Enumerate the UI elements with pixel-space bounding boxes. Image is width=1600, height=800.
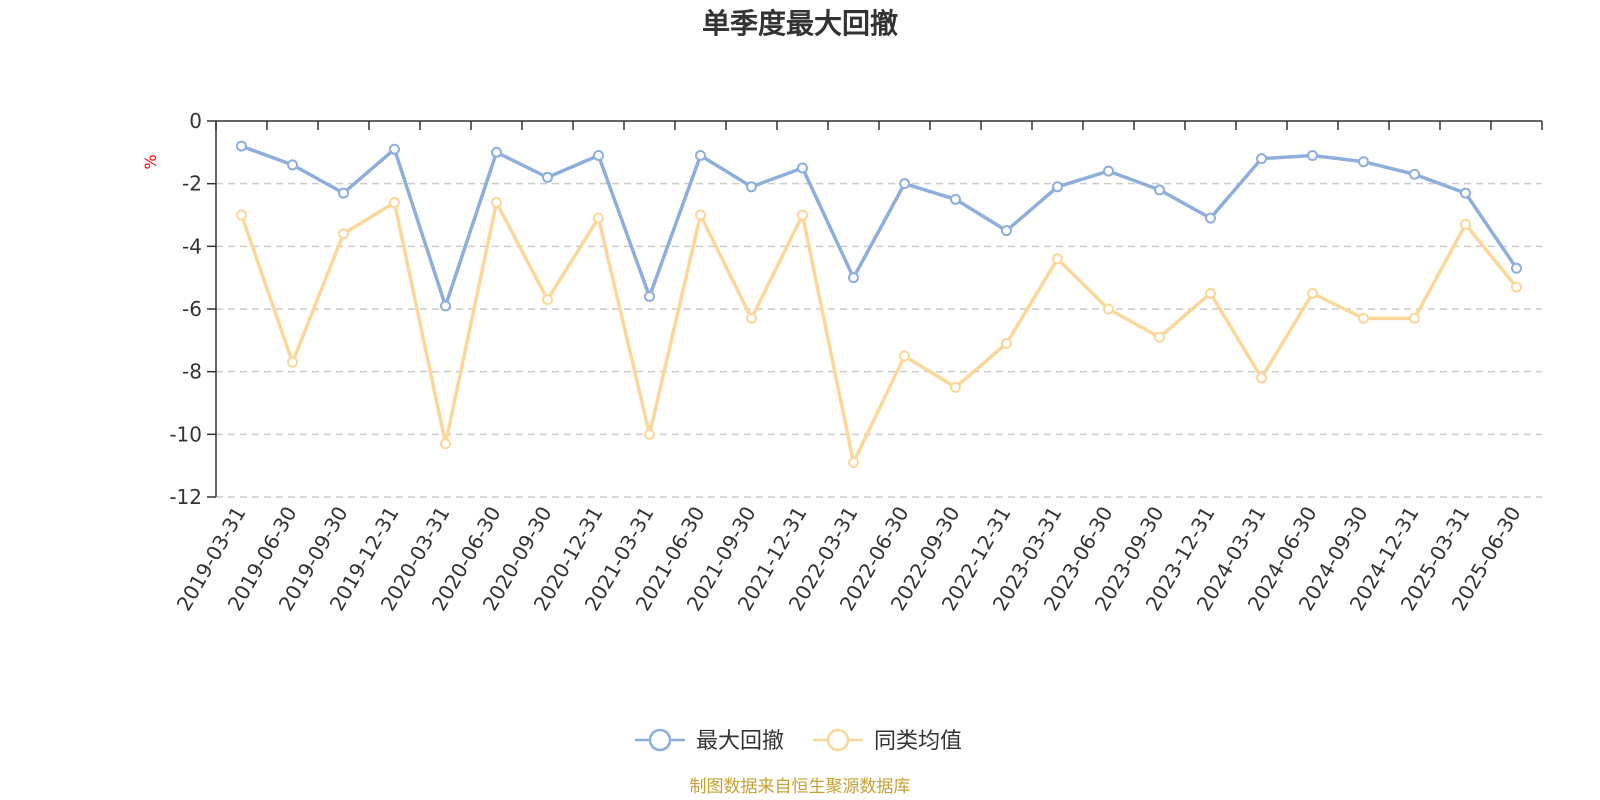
data-point[interactable] (1052, 181, 1063, 193)
data-point[interactable] (491, 196, 502, 208)
data-point[interactable] (1511, 262, 1522, 274)
data-point[interactable] (236, 209, 247, 221)
data-point[interactable] (1460, 187, 1471, 199)
data-point[interactable] (593, 212, 604, 224)
series-line-0 (240, 144, 1518, 308)
data-point[interactable] (848, 457, 859, 469)
y-tick-label: 0 (189, 109, 202, 133)
y-tick-label: -4 (182, 234, 202, 258)
data-point[interactable] (1409, 168, 1420, 180)
data-point[interactable] (1001, 337, 1012, 349)
legend[interactable]: 最大回撤 同类均值 (635, 728, 962, 754)
data-point[interactable] (440, 438, 451, 450)
data-point[interactable] (899, 178, 910, 190)
data-point[interactable] (1256, 372, 1267, 384)
data-point[interactable] (848, 272, 859, 284)
x-axis-ticks: 2019-03-312019-06-302019-09-302019-12-31… (172, 121, 1543, 615)
y-tick-label: -10 (169, 422, 202, 446)
data-point[interactable] (695, 149, 706, 161)
legend-label-peer-average: 同类均值 (874, 729, 962, 754)
data-point[interactable] (287, 356, 298, 368)
data-point[interactable] (1205, 287, 1216, 299)
data-point[interactable] (1154, 331, 1165, 343)
data-point[interactable] (542, 171, 553, 183)
y-tick-label: -8 (182, 360, 202, 384)
data-point[interactable] (746, 181, 757, 193)
data-point[interactable] (746, 312, 757, 324)
data-point[interactable] (1154, 184, 1165, 196)
data-point[interactable] (950, 381, 961, 393)
data-point[interactable] (1511, 281, 1522, 293)
data-point[interactable] (338, 228, 349, 240)
legend-swatch-marker (826, 728, 850, 752)
data-point[interactable] (593, 149, 604, 161)
data-point[interactable] (389, 143, 400, 155)
y-axis-unit-label: % (141, 154, 160, 169)
legend-item-max-drawdown[interactable]: 最大回撤 (635, 728, 784, 754)
data-point[interactable] (899, 350, 910, 362)
data-point[interactable] (1358, 312, 1369, 324)
data-point[interactable] (644, 290, 655, 302)
data-point[interactable] (797, 209, 808, 221)
data-point[interactable] (1460, 218, 1471, 230)
data-point[interactable] (1307, 149, 1318, 161)
data-point[interactable] (1205, 212, 1216, 224)
data-point[interactable] (1256, 153, 1267, 165)
chart-title: 单季度最大回撤 (702, 7, 898, 40)
series-line-1 (239, 200, 1518, 465)
data-point[interactable] (1409, 312, 1420, 324)
y-tick-label: -2 (182, 172, 202, 196)
legend-swatch-marker (648, 728, 672, 752)
data-point[interactable] (1052, 253, 1063, 265)
data-point[interactable] (950, 193, 961, 205)
data-point[interactable] (644, 428, 655, 440)
data-point[interactable] (1103, 165, 1114, 177)
data-point[interactable] (440, 300, 451, 312)
data-point[interactable] (389, 196, 400, 208)
y-tick-label: -12 (169, 485, 202, 509)
legend-item-peer-average[interactable]: 同类均值 (813, 728, 962, 754)
data-point[interactable] (797, 162, 808, 174)
data-point[interactable] (1001, 225, 1012, 237)
data-point[interactable] (1307, 287, 1318, 299)
y-tick-label: -6 (182, 297, 202, 321)
data-point[interactable] (287, 159, 298, 171)
data-point[interactable] (695, 209, 706, 221)
series-lines (236, 140, 1522, 469)
y-axis-ticks: 0 -2 -4 -6 -8 -10 -12 (169, 109, 216, 509)
grid-lines (216, 182, 1542, 498)
data-point[interactable] (1358, 156, 1369, 168)
data-point[interactable] (1103, 303, 1114, 315)
data-point[interactable] (236, 140, 247, 152)
data-source-note: 制图数据来自恒生聚源数据库 (690, 777, 911, 797)
data-point[interactable] (491, 146, 502, 158)
legend-label-max-drawdown: 最大回撤 (696, 729, 784, 754)
data-point[interactable] (338, 187, 349, 199)
data-point[interactable] (542, 294, 553, 306)
